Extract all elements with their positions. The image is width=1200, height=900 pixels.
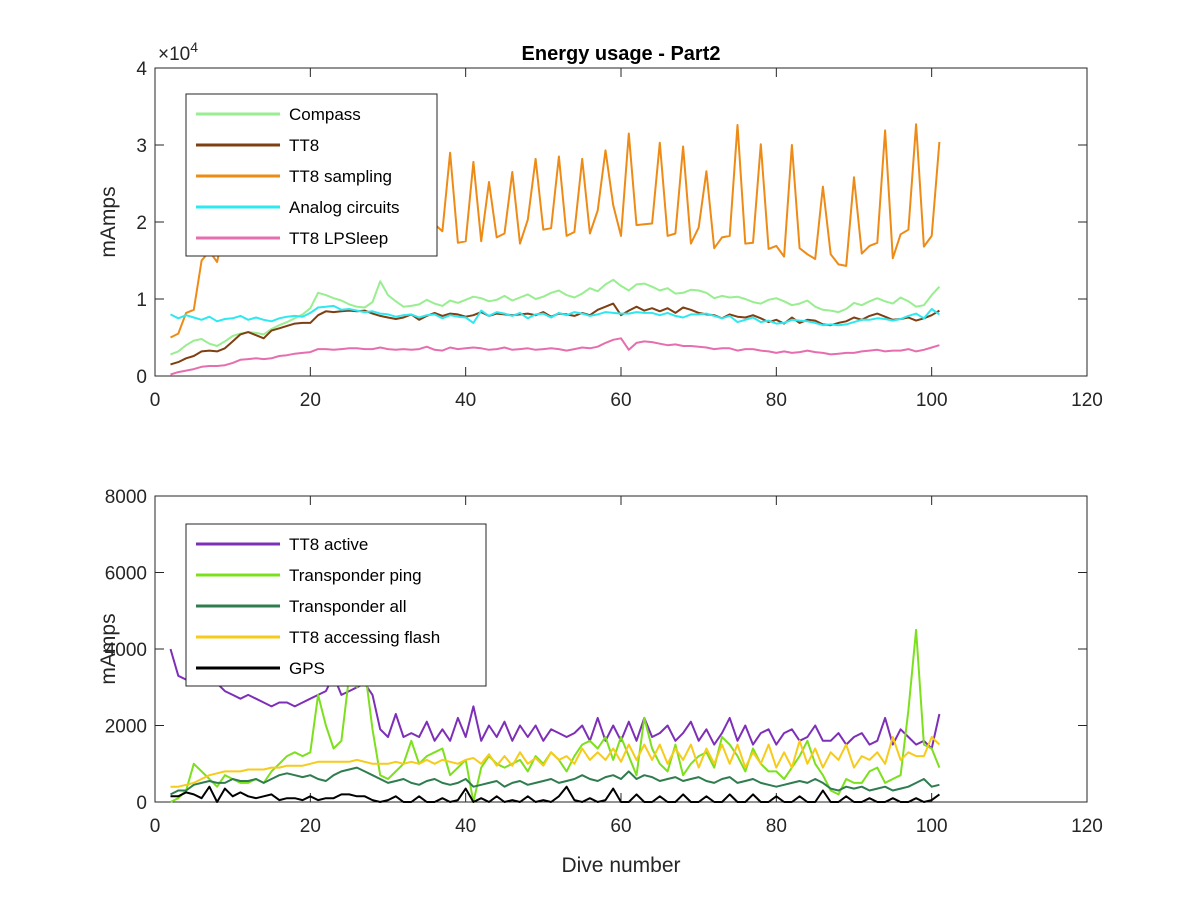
series-line-tt8-lpsleep: [170, 337, 940, 376]
axes-1: 0 20 40 60 80 100 120 0 1 2 3 4 ×104 Energy usage - P…: [97, 39, 1103, 411]
x-tick-label: 100: [916, 390, 948, 411]
y-tick-label: 4000: [105, 640, 147, 661]
legend-entry: Compass: [289, 105, 361, 124]
legend: TT8 active Transponder ping Transponder al…: [185, 523, 487, 687]
legend-entry: GPS: [289, 659, 325, 678]
y-tick-label: 8000: [105, 487, 147, 508]
y-tick-label: 2000: [105, 717, 147, 738]
y-tick-label: 6000: [105, 564, 147, 585]
legend-entry: TT8 accessing flash: [289, 628, 440, 647]
x-tick-label: 40: [455, 390, 476, 411]
series-line-tt8-accessing-flash: [170, 736, 941, 788]
x-tick-label: 20: [300, 390, 321, 411]
legend-entry: Analog circuits: [289, 198, 400, 217]
y-tick-label: 1: [136, 290, 147, 311]
x-tick-label: 120: [1071, 390, 1103, 411]
y-tick-label: 4: [136, 59, 147, 80]
y-tick-label: 0: [136, 367, 147, 388]
y-tick-label: 3: [136, 136, 147, 157]
x-tick-label: 120: [1071, 816, 1103, 837]
series-line-transponder-all: [170, 766, 940, 796]
legend-entry: Transponder ping: [289, 566, 422, 585]
legend-entry: TT8 LPSleep: [289, 229, 388, 248]
x-tick-label: 60: [610, 390, 631, 411]
legend: Compass TT8 TT8 sampling Analog circuits TT8…: [185, 93, 438, 257]
x-tick-label: 80: [766, 816, 787, 837]
legend-entry: Transponder all: [289, 597, 407, 616]
y-tick-label: 0: [136, 793, 147, 814]
x-tick-label: 100: [916, 816, 948, 837]
x-tick-label: 40: [455, 816, 476, 837]
y-axis-label: mAmps: [97, 186, 120, 257]
y-tick-label: 2: [136, 213, 147, 234]
x-tick-label: 60: [610, 816, 631, 837]
legend-entry: TT8 active: [289, 535, 368, 554]
series-line-gps: [170, 785, 940, 803]
axes-2: 0 20 40 60 80 100 120 0 2000 4000 6000 8000 mAmps Div…: [97, 487, 1103, 877]
series-line-analog-circuits: [170, 304, 940, 327]
x-tick-label: 20: [300, 816, 321, 837]
x-tick-label: 80: [766, 390, 787, 411]
x-axis-label: Dive number: [561, 854, 680, 877]
y-axis-label: mAmps: [97, 613, 120, 684]
legend-entry: TT8 sampling: [289, 167, 392, 186]
series-line-tt8-active: [169, 648, 941, 750]
x-tick-label: 0: [150, 816, 161, 837]
chart-title: Energy usage - Part2: [522, 43, 721, 65]
x-tick-label: 0: [150, 390, 161, 411]
legend-entry: TT8: [289, 136, 319, 155]
y-exponent-label: ×104: [158, 39, 198, 65]
